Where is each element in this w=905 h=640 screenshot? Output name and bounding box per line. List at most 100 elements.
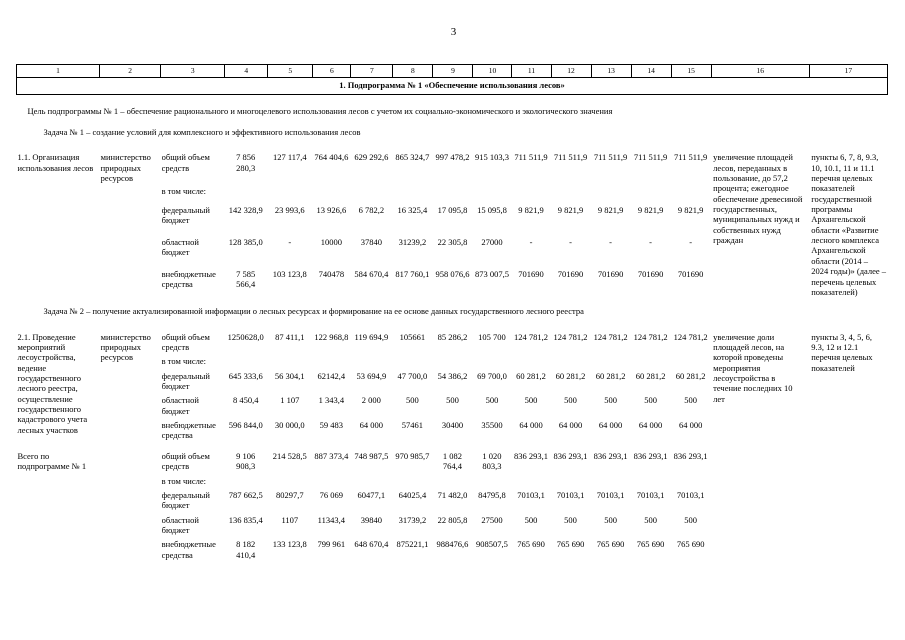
value-cell-year-12: 124 781,2 xyxy=(673,331,708,342)
value-cell-year-8: 500 xyxy=(524,514,538,525)
row-expected-result xyxy=(711,441,809,560)
program-row-line: внебюджетные средства 8 182 410,4 133 123,… xyxy=(17,535,888,560)
value-cell-year-1 xyxy=(225,352,268,366)
value-cell-year-10: 500 xyxy=(604,395,617,406)
value-cell-year-5 xyxy=(393,472,433,486)
column-number-14: 14 xyxy=(630,63,672,79)
value-cell-year-4: 39840 xyxy=(360,514,382,525)
funding-line-label: внебюджетные средства xyxy=(161,269,216,290)
value-cell-year-6 xyxy=(433,472,473,486)
value-cell-year-5: 817 760,1 xyxy=(395,269,430,280)
value-cell-year-4: 629 292,6 xyxy=(354,152,389,163)
program-row-line: Всего по подпрограмме № 1 общий объем сре… xyxy=(17,441,888,472)
value-cell-year-4: 748 987,5 xyxy=(354,450,389,461)
value-cell-year-10: 765 690 xyxy=(596,539,625,550)
value-cell-year-9: 124 781,2 xyxy=(553,331,588,342)
value-cell-year-7: 27000 xyxy=(481,236,503,247)
value-cell-year-4: 6 782,2 xyxy=(358,204,385,215)
value-cell-year-8: 64 000 xyxy=(519,420,543,431)
goal-text-row: Цель подпрограммы № 1 – обеспечение раци… xyxy=(17,94,888,118)
value-cell-year-5: 31739,2 xyxy=(398,514,427,525)
funding-line-label: федеральный бюджет xyxy=(161,370,210,392)
value-cell-year-5 xyxy=(393,352,433,366)
value-cell-year-4: 2 000 xyxy=(361,395,381,406)
funding-line-label: общий объем средств xyxy=(161,450,210,472)
column-number-row: 1 2 3 4 5 6 7 8 9 10 11 12 13 14 15 16 17 xyxy=(15,63,889,79)
value-cell-year-2: 30 000,0 xyxy=(274,420,305,431)
value-cell-year-3: 10000 xyxy=(320,236,342,247)
program-row-line: внебюджетные средства 7 585 566,4 103 123,… xyxy=(17,265,888,297)
value-cell-year-1: 787 662,5 xyxy=(228,489,263,500)
value-cell-year-5: 31239,2 xyxy=(398,236,427,247)
value-cell-year-9: 711 511,9 xyxy=(553,152,588,163)
value-cell-year-7 xyxy=(473,472,512,486)
task-2-text: Задача № 2 – получение актуализированной… xyxy=(43,306,584,317)
value-cell-year-2 xyxy=(268,472,313,486)
program-row-line: внебюджетные средства 596 844,0 30 000,0 59… xyxy=(17,416,888,441)
value-cell-year-2: 214 528,5 xyxy=(272,450,307,461)
value-cell-year-7: 69 700,0 xyxy=(477,370,507,381)
value-cell-year-7: 27500 xyxy=(481,514,503,525)
value-cell-year-10: 64 000 xyxy=(598,420,623,431)
value-cell-year-12: 60 281,2 xyxy=(675,370,706,381)
value-cell-year-10 xyxy=(591,182,631,201)
task-1-text-row: Задача № 1 – создание условий для компле… xyxy=(17,118,888,142)
column-number-17: 17 xyxy=(808,63,889,79)
value-cell-year-4: 53 694,9 xyxy=(356,370,387,381)
value-cell-year-3: 740478 xyxy=(318,269,345,280)
value-cell-year-3 xyxy=(313,472,351,486)
column-number-7: 7 xyxy=(350,63,394,79)
funding-line-label: в том числе: xyxy=(161,475,206,486)
value-cell-year-3: 799 961 xyxy=(317,539,346,550)
funding-line-label: областной бюджет xyxy=(161,514,199,535)
value-cell-year-9: 500 xyxy=(564,395,577,406)
column-number-16: 16 xyxy=(710,63,810,79)
value-cell-year-3: 62142,4 xyxy=(317,370,346,381)
row-title: Всего по подпрограмме № 1 xyxy=(17,450,87,472)
value-cell-year-7: 915 103,3 xyxy=(474,152,509,163)
funding-line-label: областной бюджет xyxy=(161,395,199,416)
value-cell-year-5: 865 324,7 xyxy=(395,152,430,163)
value-cell-year-1 xyxy=(225,472,268,486)
value-cell-year-1: 596 844,0 xyxy=(228,420,263,431)
program-row-line: федеральный бюджет 787 662,5 80297,7 76 069… xyxy=(17,486,888,511)
value-cell-year-8: 500 xyxy=(524,395,538,406)
value-cell-year-11 xyxy=(631,472,671,486)
value-cell-year-11: 711 511,9 xyxy=(633,152,668,163)
value-cell-year-12: 836 293,1 xyxy=(673,450,708,461)
value-cell-year-6: 500 xyxy=(446,395,459,406)
program-table: 1 2 3 4 5 6 7 8 9 10 11 12 13 14 15 16 17 1. Подпрограмм… xyxy=(15,63,889,560)
value-cell-year-9: - xyxy=(569,236,572,247)
value-cell-year-9 xyxy=(551,472,591,486)
value-cell-year-12 xyxy=(671,472,711,486)
value-cell-year-4: 584 670,4 xyxy=(354,269,389,280)
column-number-5: 5 xyxy=(267,63,314,79)
column-number-9: 9 xyxy=(432,63,474,79)
page-number: 3 xyxy=(450,26,457,38)
value-cell-year-6: 17 095,8 xyxy=(437,204,468,215)
value-cell-year-2: 23 993,6 xyxy=(274,204,305,215)
program-row-line: в том числе: xyxy=(17,352,888,366)
value-cell-year-6 xyxy=(433,182,473,201)
value-cell-year-11: 836 293,1 xyxy=(633,450,668,461)
row-executor: министерство природных ресурсов xyxy=(100,331,151,363)
value-cell-year-5: 875221,1 xyxy=(396,539,429,550)
column-number-10: 10 xyxy=(472,63,513,79)
value-cell-year-11: 124 781,2 xyxy=(633,331,668,342)
value-cell-year-7: 908507,5 xyxy=(476,539,508,550)
column-number-3: 3 xyxy=(160,63,226,79)
task-1-text: Задача № 1 – создание условий для компле… xyxy=(43,126,361,137)
value-cell-year-10: 70103,1 xyxy=(596,489,625,500)
funding-line-label: общий объем средств xyxy=(161,152,210,173)
value-cell-year-11: 765 690 xyxy=(636,539,665,550)
value-cell-year-11: 64 000 xyxy=(638,420,663,431)
value-cell-year-7: 84795,8 xyxy=(478,489,506,500)
value-cell-year-8: 836 293,1 xyxy=(514,450,548,461)
value-cell-year-2: 127 117,4 xyxy=(272,152,307,163)
program-row-line: в том числе: xyxy=(17,472,888,486)
value-cell-year-11: 701690 xyxy=(637,269,664,280)
column-number-1: 1 xyxy=(15,63,101,79)
value-cell-year-1: 1250628,0 xyxy=(227,331,264,342)
value-cell-year-11: 60 281,2 xyxy=(635,370,666,381)
program-row-line: областной бюджет 128 385,0 - 10000 37840 3123… xyxy=(17,233,888,265)
